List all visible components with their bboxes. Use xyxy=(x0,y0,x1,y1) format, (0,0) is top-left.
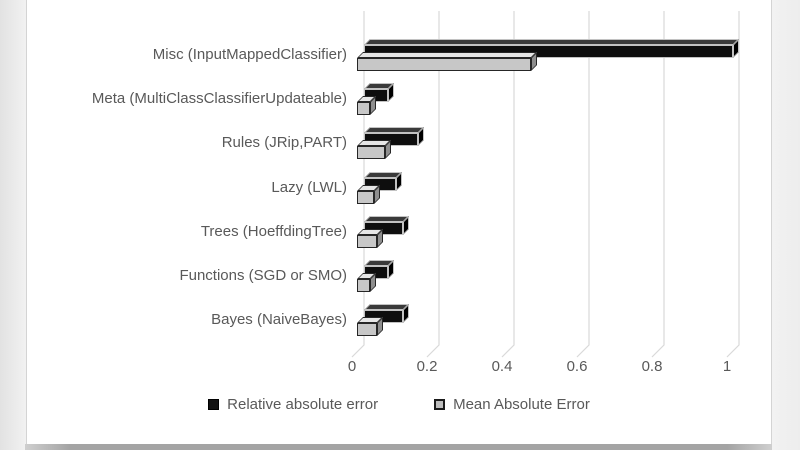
x-axis-tick-label: 0.2 xyxy=(416,358,438,375)
bar-mean-absolute-error xyxy=(357,185,380,204)
legend-marker-mean-absolute-error-icon xyxy=(434,398,446,410)
category-label: Meta (MultiClassClassifierUpdateable) xyxy=(91,90,347,107)
legend: Relative absolute error Mean Absolute Er… xyxy=(27,392,771,416)
bar-mean-absolute-error xyxy=(357,229,383,248)
chart-card: Misc (InputMappedClassifier) Meta (MultiC… xyxy=(26,0,772,445)
bar-mean-absolute-error xyxy=(357,317,383,336)
bar-mean-absolute-error xyxy=(357,273,376,292)
legend-label-mean-absolute-error: Mean Absolute Error xyxy=(453,395,590,413)
x-axis-tick-label: 0.6 xyxy=(566,358,588,375)
x-axis-tick-label: 1 xyxy=(722,358,732,375)
bar-mean-absolute-error xyxy=(357,140,391,159)
x-axis-tick-label: 0.8 xyxy=(641,358,663,375)
category-label: Trees (HoeffdingTree) xyxy=(200,223,347,240)
x-axis-tick-label: 0 xyxy=(347,358,357,375)
bar-mean-absolute-error xyxy=(357,52,537,71)
plot-gridlines xyxy=(351,11,740,358)
bar-mean-absolute-error xyxy=(357,96,376,115)
legend-marker-relative-absolute-error-icon xyxy=(208,398,220,410)
category-label: Rules (JRip,PART) xyxy=(221,134,347,151)
legend-item-mean-absolute-error: Mean Absolute Error xyxy=(434,396,590,413)
card-bottom-shadow xyxy=(25,444,772,450)
category-label: Functions (SGD or SMO) xyxy=(179,267,347,284)
legend-label-relative-absolute-error: Relative absolute error xyxy=(227,395,379,413)
category-label: Bayes (NaiveBayes) xyxy=(211,311,347,328)
x-axis-tick-label: 0.4 xyxy=(491,358,513,375)
category-label: Lazy (LWL) xyxy=(271,179,347,196)
legend-item-relative-absolute-error: Relative absolute error xyxy=(208,396,378,413)
category-label: Misc (InputMappedClassifier) xyxy=(152,46,347,63)
